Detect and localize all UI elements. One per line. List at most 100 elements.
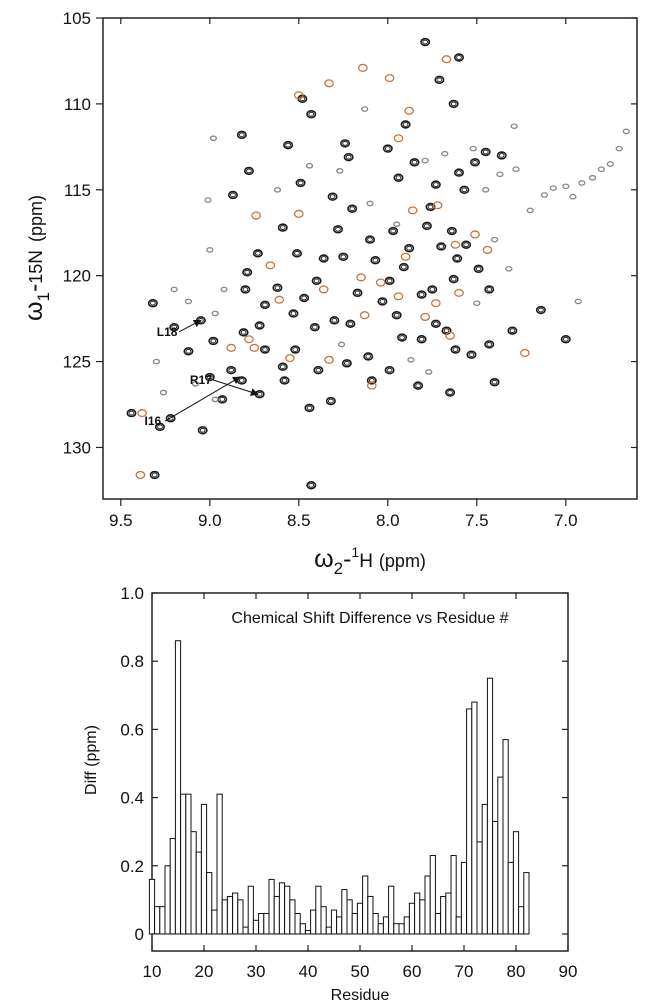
nmr-peak xyxy=(384,365,395,375)
nmr-peak-contour xyxy=(425,369,433,375)
bar-x-tick-label: 60 xyxy=(403,962,422,981)
nmr-x-axis: 9.5 9.0 8.5 8.0 7.5 7.0 xyxy=(109,18,578,530)
nmr-peak-inner-contour xyxy=(447,390,453,395)
nmr-peak-inner-contour xyxy=(347,321,354,327)
nmr-peak-inner-contour xyxy=(308,482,315,488)
nmr-peak-contour xyxy=(238,328,249,337)
nmr-peak-contour xyxy=(252,249,263,258)
nmr-peak xyxy=(549,185,557,191)
nmr-y-tick-label: 125 xyxy=(63,353,91,372)
bar xyxy=(507,861,514,935)
nmr-peak-contour xyxy=(191,381,200,387)
nmr-peak-contour xyxy=(341,359,352,368)
nmr-peak xyxy=(352,288,363,298)
nmr-peak xyxy=(211,396,219,403)
nmr-peak-contour xyxy=(391,310,402,320)
shift-difference-bar-chart: Chemical Shift Difference vs Residue # 1… xyxy=(83,584,577,1004)
nmr-peak-contour xyxy=(441,150,449,157)
nmr-peak xyxy=(425,202,436,212)
nmr-peak xyxy=(398,262,409,272)
nmr-peak-inner-contour xyxy=(335,226,341,232)
nmr-peak xyxy=(520,348,530,358)
nmr-peak-inner-contour xyxy=(171,324,178,330)
nmr-peak xyxy=(416,290,427,299)
nmr-peak xyxy=(265,261,276,270)
nmr-peak xyxy=(450,240,461,249)
nmr-y-title-paren: (ppm) xyxy=(26,195,46,242)
nmr-peak xyxy=(473,264,484,274)
nmr-peak-contour xyxy=(273,186,282,193)
bar-x-tick-label: 30 xyxy=(247,962,266,981)
nmr-x-axis-title: ω2-1H (ppm) xyxy=(314,544,426,578)
nmr-peak-contour xyxy=(446,226,457,236)
nmr-peak xyxy=(606,161,614,167)
nmr-peak xyxy=(431,299,441,308)
bar-y-axis-title: Diff (ppm) xyxy=(83,725,100,795)
nmr-peak xyxy=(473,300,481,307)
bar xyxy=(268,878,275,935)
nmr-peak-contour xyxy=(482,245,493,254)
nmr-peak-contour xyxy=(169,323,180,332)
bar xyxy=(403,916,410,935)
nmr-peak xyxy=(324,355,334,364)
nmr-peak xyxy=(384,276,395,286)
nmr-peak xyxy=(510,123,518,130)
bar xyxy=(263,912,270,935)
bar-y-tick-label: 0.6 xyxy=(120,720,144,739)
nmr-peak xyxy=(432,201,443,210)
nmr-peak-inner-contour xyxy=(255,250,261,256)
nmr-peak-inner-contour xyxy=(279,225,286,230)
nmr-annotation-group: L18 R17 I16 xyxy=(144,319,259,428)
bar xyxy=(232,892,239,935)
nmr-peak-contour xyxy=(318,254,329,263)
nmr-peak xyxy=(441,150,449,157)
bar-x-tick-label: 20 xyxy=(195,962,214,981)
nmr-x-tick-label: 9.5 xyxy=(109,511,133,530)
nmr-peak-inner-contour xyxy=(399,335,405,340)
nmr-peak-contour xyxy=(340,139,351,148)
nmr-peak xyxy=(191,381,200,387)
nmr-peak-contour xyxy=(206,247,214,253)
nmr-peak-contour xyxy=(512,166,520,173)
nmr-peak-contour xyxy=(407,206,418,215)
nmr-peak-inner-contour xyxy=(244,269,251,275)
nmr-peak-contour xyxy=(277,362,288,371)
nmr-peak xyxy=(251,211,261,220)
bar xyxy=(486,677,494,935)
nmr-peak xyxy=(170,286,178,293)
nmr-peak xyxy=(305,162,314,169)
nmr-peak xyxy=(480,147,491,157)
nmr-peak-contour xyxy=(430,180,441,189)
nmr-y-tick-label: 110 xyxy=(64,95,91,114)
nmr-peak-contour xyxy=(295,178,306,188)
nmr-peak xyxy=(450,345,461,354)
nmr-peak xyxy=(279,376,290,385)
nmr-peak-contour xyxy=(217,395,228,404)
nmr-peak-contour xyxy=(309,323,320,332)
bar xyxy=(502,739,509,935)
bar xyxy=(278,882,286,935)
nmr-peak-contour xyxy=(361,106,369,112)
nmr-peak xyxy=(337,341,346,348)
nmr-peak-inner-contour xyxy=(313,278,320,284)
nmr-peak xyxy=(236,130,247,140)
nmr-peak xyxy=(147,298,158,308)
nmr-peak-contour xyxy=(622,128,630,135)
nmr-peak xyxy=(293,91,304,100)
nmr-peak xyxy=(318,254,329,263)
nmr-peak xyxy=(466,350,477,359)
nmr-peak-inner-contour xyxy=(206,374,213,380)
bar xyxy=(190,831,197,935)
nmr-peak-contour xyxy=(227,190,238,200)
nmr-peak-contour xyxy=(338,252,349,261)
nmr-peak-contour xyxy=(220,286,228,293)
nmr-peak-contour xyxy=(345,319,356,328)
nmr-peak-contour xyxy=(473,264,484,274)
nmr-peak xyxy=(400,120,411,129)
nmr-peak xyxy=(169,323,180,332)
bar xyxy=(299,923,306,935)
nmr-peak-contour xyxy=(283,140,294,150)
nmr-peak-contour xyxy=(183,347,194,356)
nmr-peak xyxy=(327,192,338,201)
nmr-peak-contour xyxy=(352,288,363,298)
